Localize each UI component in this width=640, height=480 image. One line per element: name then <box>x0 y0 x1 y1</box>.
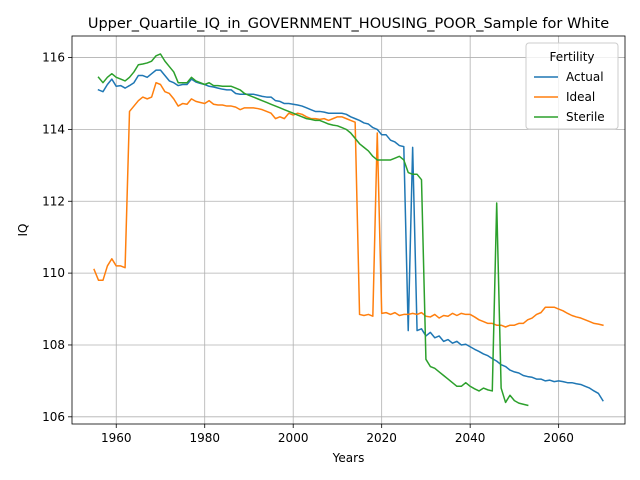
legend-label: Actual <box>566 70 604 84</box>
legend: Fertility Actual Ideal Sterile <box>525 42 619 130</box>
legend-items: Actual Ideal Sterile <box>534 70 605 124</box>
series-line-ideal <box>93 81 604 328</box>
axis-ticks: 1960 1980 2000 2020 2040 2060 106 108 110 112 114 1… <box>42 51 574 445</box>
x-tick-label: 2000 <box>278 431 309 445</box>
plot-frame <box>71 35 626 425</box>
x-axis-label: Years <box>332 451 365 465</box>
x-tick-label: 2040 <box>455 431 486 445</box>
x-tick-label: 1980 <box>189 431 220 445</box>
x-tick-label: 2060 <box>543 431 574 445</box>
legend-label: Ideal <box>566 90 595 104</box>
legend-label: Sterile <box>566 110 605 124</box>
x-tick-label: 2020 <box>366 431 397 445</box>
y-tick-label: 110 <box>42 266 65 280</box>
series-line-actual <box>97 69 604 402</box>
y-axis-label: IQ <box>16 224 30 237</box>
legend-item-actual: Actual <box>534 70 604 84</box>
legend-box <box>525 42 619 130</box>
y-tick-label: 106 <box>42 410 65 424</box>
y-tick-label: 108 <box>42 338 65 352</box>
y-tick-label: 116 <box>42 51 65 65</box>
legend-title: Fertility <box>549 50 594 64</box>
y-tick-label: 112 <box>42 194 65 208</box>
series-lines <box>93 53 604 407</box>
x-tick-label: 1960 <box>101 431 132 445</box>
legend-item-ideal: Ideal <box>534 90 595 104</box>
series-line-sterile <box>97 53 529 407</box>
y-tick-label: 114 <box>42 122 65 136</box>
chart-title: Upper_Quartile_IQ_in_GOVERNMENT_HOUSING_… <box>88 16 609 32</box>
legend-item-sterile: Sterile <box>534 110 605 124</box>
